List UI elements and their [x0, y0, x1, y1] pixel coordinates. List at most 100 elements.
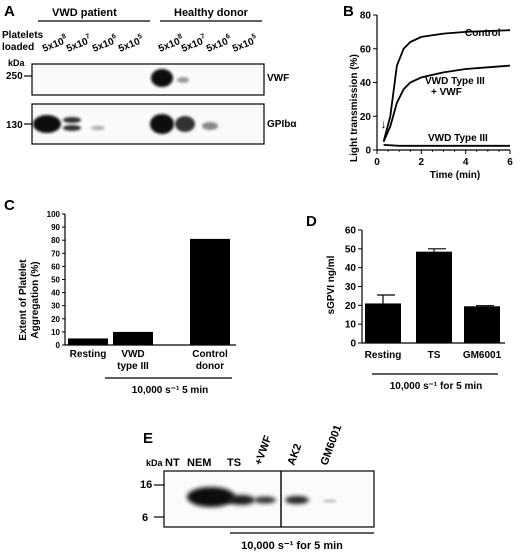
c-ytick-label-40: 40 [51, 289, 60, 298]
lane-label-8: 5x105 [230, 33, 259, 55]
c-ytick-label-0: 0 [56, 341, 61, 350]
panel-c-ylabel-1: Extent of Platelet [18, 259, 29, 341]
d-category-1: Resting [365, 350, 402, 361]
blot-gpiba-label: GPIbα [267, 119, 297, 130]
d-ytick-label-30: 30 [345, 282, 357, 293]
panel-a: A VWD patient Healthy donor Platelets lo… [2, 3, 297, 145]
b-legend-vwd: VWD Type III [428, 133, 488, 144]
panel-a-letter: A [4, 3, 15, 20]
c-ytick-label-80: 80 [51, 236, 60, 245]
d-bar-1 [365, 303, 401, 343]
c-category-2-line1: VWD [121, 349, 144, 360]
d-bar-2 [416, 251, 452, 343]
b-ytick-label-60: 60 [360, 44, 372, 55]
panel-c-ylabel-2: Aggregation (%) [30, 261, 41, 338]
b-legend-control: Control [465, 28, 501, 39]
c-ytick-label-20: 20 [51, 315, 60, 324]
lane-label-3: 5x106 [90, 33, 119, 55]
b-legend-vwf-2: + VWF [431, 87, 462, 98]
band-gp-donor-2 [175, 116, 195, 132]
lane-label-6: 5x107 [179, 33, 208, 55]
series-control [382, 29, 511, 142]
b-ytick-label-0: 0 [365, 146, 371, 157]
panel-b-xlabel: Time (min) [430, 170, 480, 181]
d-ytick-label-20: 20 [345, 301, 357, 312]
panel-d-ylabel: sGPVI ng/ml [326, 255, 337, 314]
band-e-vwf [254, 496, 276, 504]
panel-e-condition: 10,000 s⁻¹ for 5 min [241, 540, 343, 552]
band-e-ak2 [285, 496, 309, 504]
e-lane-label-5: AK2 [286, 442, 305, 467]
c-category-2-line2: type III [117, 361, 149, 372]
c-category-3-line2: donor [196, 361, 224, 372]
lane-label-7: 5x106 [204, 33, 233, 55]
c-category-1-line1: Resting [70, 349, 107, 360]
b-xtick-label-2: 2 [419, 157, 425, 168]
band-vwf-donor-1 [151, 69, 173, 87]
d-ytick-label-50: 50 [345, 244, 357, 255]
panel-e: E NT NEM TS +VWF AK2 GM6001 kDa 16 6 10,000 s… [140, 423, 375, 552]
b-xtick-label-0: 0 [374, 157, 380, 168]
c-bar-3 [190, 238, 230, 345]
bar-chart-d: 0 10 20 30 40 50 60 Resting TS GM6001 [345, 226, 505, 361]
e-lane-label-6: GM6001 [319, 423, 345, 467]
band-e-ts [227, 495, 255, 505]
d-ytick-label-60: 60 [345, 226, 357, 237]
d-category-2: TS [428, 350, 441, 361]
band-gp-vwd-1 [33, 115, 61, 133]
band-e-gm6001 [323, 499, 337, 503]
panel-e-marker-16: 16 [140, 479, 152, 491]
c-ytick-label-10: 10 [51, 328, 60, 337]
series-vwd [383, 144, 510, 147]
group-label-healthy-donor: Healthy donor [174, 7, 249, 19]
c-ytick-label-60: 60 [51, 262, 60, 271]
c-ytick-label-50: 50 [51, 276, 60, 285]
band-gp-donor-3 [202, 122, 218, 130]
lane-label-4: 5x105 [116, 33, 145, 55]
band-gp-vwd-2a [63, 117, 81, 123]
blot-gpiba [31, 103, 265, 145]
band-gp-vwd-2b [63, 125, 81, 131]
row-label-loaded: loaded [2, 42, 34, 53]
panel-e-marker-6: 6 [142, 512, 148, 524]
e-lane-label-4: +VWF [253, 434, 275, 467]
d-category-3: GM6001 [463, 350, 502, 361]
panel-d: D sGPVI ng/ml 0 10 20 30 40 50 60 Resting TS GM60… [306, 213, 505, 392]
panel-e-letter: E [143, 430, 153, 447]
b-arrow-annotation: ↓ [381, 117, 387, 131]
blot-vwf-label: VWF [267, 73, 289, 84]
c-ytick-label-30: 30 [51, 302, 60, 311]
panel-b-letter: B [343, 3, 354, 20]
panel-e-kda: kDa [146, 458, 164, 468]
group-label-vwd-patient: VWD patient [52, 7, 117, 19]
series-vwd-vwf [382, 64, 511, 142]
band-gp-vwd-3 [91, 126, 105, 130]
c-ytick-label-90: 90 [51, 223, 60, 232]
panel-c-condition: 10,000 s⁻¹ 5 min [132, 385, 208, 396]
blot-vwf [31, 63, 265, 96]
b-xtick-label-4: 4 [463, 157, 469, 168]
panel-c: C Extent of Platelet Aggregation (%) 0 10… [4, 197, 236, 396]
panel-c-letter: C [4, 197, 15, 214]
d-ytick-label-10: 10 [345, 320, 357, 331]
c-bar-2 [113, 331, 153, 345]
e-lane-label-1: NT [165, 457, 180, 469]
c-ytick-label-70: 70 [51, 249, 60, 258]
marker-130: 130 [6, 120, 23, 131]
d-bar-3 [464, 306, 500, 343]
panel-d-letter: D [306, 213, 317, 230]
band-vwf-donor-2 [177, 77, 189, 83]
band-gp-donor-1 [150, 114, 174, 134]
row-label-platelets: Platelets [2, 30, 44, 41]
c-bar-1 [68, 338, 108, 345]
e-lane-label-3: TS [227, 457, 241, 469]
b-ytick-label-20: 20 [360, 112, 372, 123]
b-xtick-label-6: 6 [507, 157, 513, 168]
d-ytick-label-0: 0 [350, 339, 356, 350]
panel-b-ylabel: Light transmission (%) [349, 54, 360, 162]
panel-d-condition: 10,000 s⁻¹ for 5 min [390, 381, 483, 392]
